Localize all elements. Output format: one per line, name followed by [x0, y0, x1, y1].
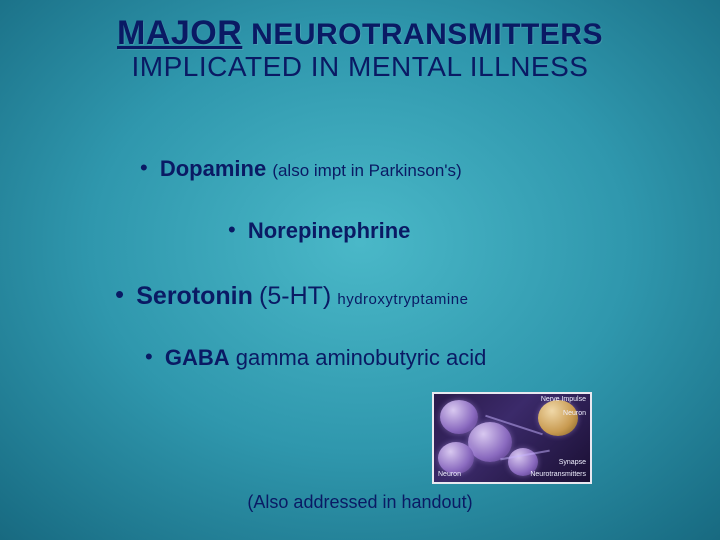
bullet-note: hydroxytryptamine — [337, 291, 468, 308]
neuron-diagram: Nerve Impulse Neuron Synapse Neurotransm… — [432, 392, 592, 484]
diagram-label: Neuron — [563, 410, 586, 417]
footnote: (Also addressed in handout) — [0, 492, 720, 513]
bullet-name: Serotonin — [136, 282, 253, 310]
bullet-name: GABA — [165, 345, 230, 370]
neuron-blob — [438, 442, 474, 474]
bullet-dopamine: • Dopamine (also impt in Parkinson's) — [140, 156, 462, 182]
title-major: MAJOR — [117, 14, 242, 52]
title-line-1: MAJOR NEUROTRANSMITTERS — [0, 14, 720, 53]
bullet-icon: • — [228, 217, 236, 242]
bullet-icon: • — [145, 344, 153, 369]
neuron-blob — [468, 422, 512, 462]
bullet-name: Dopamine — [160, 156, 266, 181]
diagram-label: Neuron — [438, 471, 461, 478]
bullet-serotonin: • Serotonin (5-HT) hydroxytryptamine — [115, 280, 468, 311]
bullet-note: gamma aminobutyric acid — [236, 345, 487, 370]
bullet-note: (also impt in Parkinson's) — [272, 161, 461, 180]
bullet-icon: • — [140, 155, 148, 180]
title-subtitle: IMPLICATED IN MENTAL ILLNESS — [0, 51, 720, 83]
bullet-norepinephrine: • Norepinephrine — [228, 218, 410, 244]
diagram-label: Neurotransmitters — [530, 471, 586, 478]
title-rest: NEUROTRANSMITTERS — [242, 18, 603, 51]
bullet-gaba: • GABA gamma aminobutyric acid — [145, 345, 486, 371]
diagram-label: Synapse — [559, 459, 586, 466]
slide-title: MAJOR NEUROTRANSMITTERS IMPLICATED IN ME… — [0, 14, 720, 83]
bullet-icon: • — [115, 279, 124, 309]
bullet-name: Norepinephrine — [248, 218, 411, 243]
neuron-blob — [538, 400, 578, 436]
diagram-label: Nerve Impulse — [541, 396, 586, 403]
bullet-abbrev: (5-HT) — [259, 282, 331, 310]
